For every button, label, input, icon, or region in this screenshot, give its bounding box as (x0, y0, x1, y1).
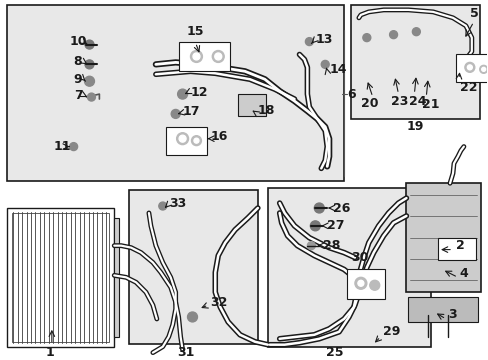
Circle shape (190, 50, 202, 62)
Circle shape (69, 143, 78, 150)
Circle shape (314, 203, 324, 213)
Bar (7, 5, 344, 181)
Text: 27: 27 (326, 219, 344, 232)
Circle shape (187, 312, 197, 322)
Text: 31: 31 (177, 346, 194, 359)
Circle shape (159, 202, 166, 210)
Text: 30: 30 (350, 251, 367, 264)
Bar (129, 190, 257, 344)
Circle shape (307, 242, 315, 249)
Text: 12: 12 (190, 86, 207, 99)
Text: 10: 10 (69, 35, 87, 48)
Text: 7: 7 (74, 89, 82, 102)
Circle shape (179, 135, 185, 142)
Circle shape (362, 34, 370, 42)
Bar (267, 188, 430, 347)
Circle shape (481, 67, 485, 71)
Text: 33: 33 (168, 197, 185, 210)
Circle shape (171, 109, 180, 118)
Circle shape (467, 65, 471, 70)
Circle shape (389, 31, 397, 39)
Text: 17: 17 (182, 105, 200, 118)
Circle shape (85, 60, 94, 69)
Circle shape (84, 76, 94, 86)
Bar (7, 208, 114, 347)
Bar (165, 127, 207, 154)
Circle shape (87, 93, 95, 101)
Bar (455, 54, 488, 82)
Circle shape (194, 138, 199, 143)
Bar (114, 218, 119, 337)
Text: 21: 21 (422, 98, 439, 111)
Text: 9: 9 (74, 73, 82, 86)
Circle shape (310, 221, 320, 231)
Bar (238, 94, 265, 116)
Circle shape (464, 62, 474, 72)
Text: 20: 20 (360, 96, 378, 109)
Text: 14: 14 (328, 63, 346, 76)
Text: 15: 15 (186, 25, 203, 38)
Text: 13: 13 (315, 33, 332, 46)
Circle shape (411, 28, 420, 36)
Circle shape (321, 60, 328, 68)
Bar (350, 5, 479, 119)
Text: 22: 22 (459, 81, 476, 94)
Text: 19: 19 (406, 120, 423, 133)
Text: 1: 1 (46, 346, 55, 359)
Text: 29: 29 (382, 325, 399, 338)
Circle shape (479, 66, 487, 73)
Text: 2: 2 (455, 239, 464, 252)
Text: 5: 5 (469, 7, 478, 21)
Circle shape (176, 133, 188, 145)
Circle shape (212, 50, 224, 62)
Text: 32: 32 (210, 296, 227, 309)
Bar (12, 213, 109, 342)
Circle shape (354, 277, 366, 289)
Text: 23: 23 (390, 95, 407, 108)
Text: 6: 6 (346, 87, 355, 100)
Circle shape (191, 136, 201, 145)
Circle shape (244, 99, 254, 109)
Text: 3: 3 (447, 309, 456, 321)
Text: 18: 18 (257, 104, 275, 117)
Bar (406, 183, 480, 292)
Text: 26: 26 (332, 202, 350, 215)
Text: 16: 16 (210, 130, 227, 143)
Circle shape (214, 53, 221, 60)
Circle shape (305, 38, 313, 46)
Circle shape (357, 280, 363, 286)
Text: 25: 25 (325, 346, 343, 359)
Text: 8: 8 (74, 55, 82, 68)
Circle shape (193, 53, 200, 60)
Text: 28: 28 (323, 239, 340, 252)
Circle shape (177, 89, 187, 99)
Bar (178, 42, 230, 71)
Text: 11: 11 (54, 140, 71, 153)
Bar (437, 238, 475, 260)
Text: 4: 4 (459, 267, 468, 280)
Circle shape (85, 40, 94, 49)
Bar (407, 297, 477, 322)
Bar (346, 269, 384, 299)
Circle shape (369, 280, 379, 290)
Text: 24: 24 (408, 95, 426, 108)
